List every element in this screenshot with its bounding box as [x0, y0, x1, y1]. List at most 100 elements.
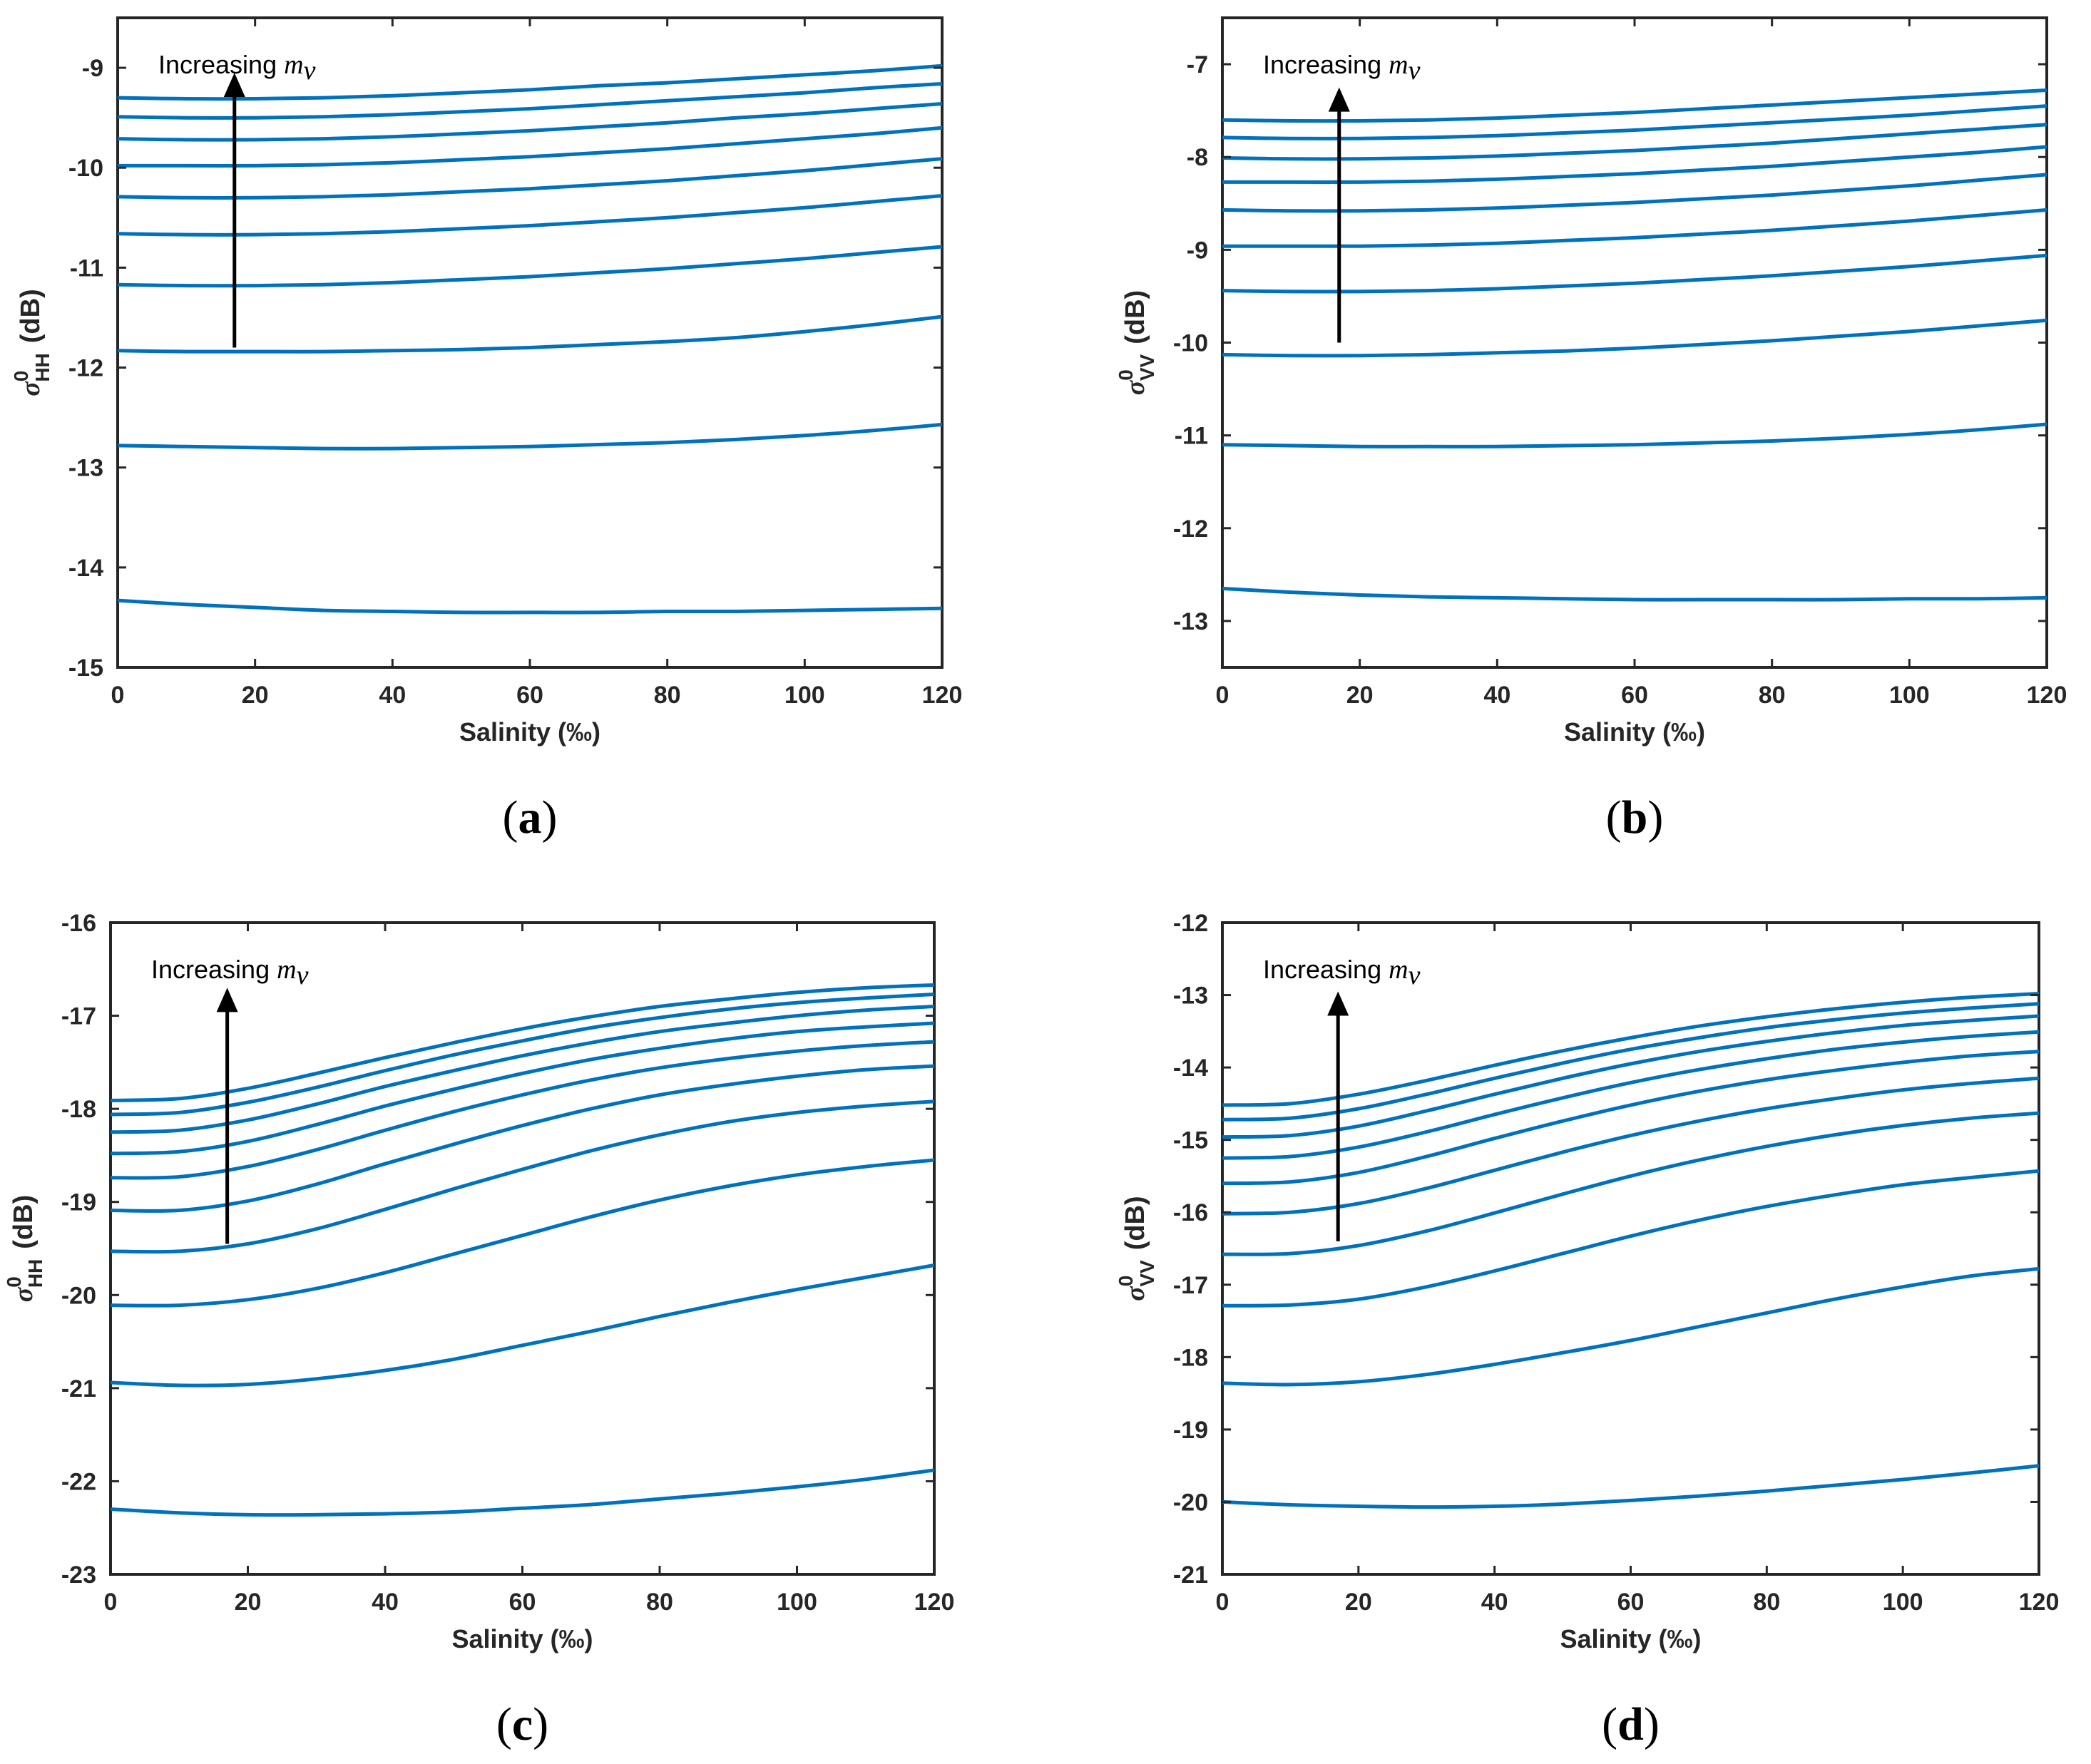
x-tick-label-b-20: 20	[1346, 682, 1374, 709]
y-tick-label-c--18: -18	[61, 1096, 96, 1123]
y-tick-label-c--17: -17	[61, 1003, 96, 1030]
series-line-a-3	[118, 314, 942, 354]
increasing-arrow-head-a	[223, 73, 245, 98]
series-line-c-4	[111, 1099, 934, 1254]
increasing-annotation-b: Increasing mv	[1263, 50, 1421, 86]
y-tick-label-d--18: -18	[1173, 1344, 1208, 1371]
y-tick-label-b--7: -7	[1187, 51, 1208, 78]
y-axis-label-sub-c: HH	[24, 1259, 46, 1288]
series-line-c-10	[111, 983, 934, 1102]
panel-label-open-a: (	[503, 791, 518, 843]
series-line-b-8	[1222, 123, 2047, 161]
series-line-b-3	[1222, 318, 2047, 358]
y-axis-label-unit-d: (dB)	[1120, 1196, 1150, 1250]
y-axis-label-c: σ0HH (dB)	[3, 1195, 46, 1302]
y-axis-label-b: σ0VV (dB)	[1115, 290, 1158, 395]
x-tick-label-d-120: 120	[2019, 1589, 2060, 1616]
series-group-a	[118, 63, 942, 615]
x-tick-label-a-40: 40	[379, 682, 406, 709]
series-line-a-5	[118, 194, 942, 237]
y-tick-label-a--12: -12	[68, 355, 103, 382]
increasing-annotation-c: Increasing mv	[151, 955, 309, 990]
annotation-word-d: Increasing	[1263, 955, 1389, 984]
annotation-var-sub-a: v	[304, 56, 316, 86]
series-line-d-10	[1222, 992, 2039, 1107]
y-tick-label-a--9: -9	[82, 55, 103, 82]
axes-frame-a	[116, 16, 944, 669]
x-tick-label-b-80: 80	[1759, 682, 1786, 709]
x-tick-label-d-60: 60	[1617, 1589, 1645, 1616]
panel-label-close-d: )	[1644, 1698, 1660, 1750]
y-axis-label-a: σ0HH (dB)	[10, 289, 53, 396]
y-axis-label-unit-a: (dB)	[16, 289, 46, 343]
panel-label-letter-d: d	[1617, 1698, 1644, 1750]
y-tick-label-c--20: -20	[61, 1282, 96, 1309]
panel-label-open-b: (	[1606, 791, 1622, 843]
series-line-d-5	[1222, 1076, 2039, 1216]
y-axis-label-unit-b: (dB)	[1120, 290, 1150, 344]
y-tick-label-d--13: -13	[1173, 983, 1208, 1010]
x-tick-label-b-40: 40	[1483, 682, 1510, 709]
annotation-word-b: Increasing	[1263, 50, 1389, 79]
x-tick-label-c-60: 60	[509, 1589, 536, 1616]
panel-a: 0 20 40 60 80 100 120 -15 -14 -13 -12 -11 -10 -9 Salin…	[10, 16, 963, 843]
panel-label-open-c: (	[496, 1698, 512, 1750]
y-tick-label-b--9: -9	[1187, 237, 1208, 264]
y-axis-label-sup-b: 0	[1115, 369, 1137, 381]
series-line-d-3	[1222, 1169, 2039, 1308]
series-line-a-2	[118, 422, 942, 451]
x-tick-label-a-20: 20	[242, 682, 269, 709]
x-tick-label-c-0: 0	[104, 1589, 118, 1616]
y-axis-label-sigma-c: σ	[9, 1286, 39, 1302]
series-line-a-4	[118, 245, 942, 288]
series-line-c-5	[111, 1064, 934, 1213]
y-tick-label-b--12: -12	[1173, 516, 1208, 543]
series-line-c-1	[111, 1468, 934, 1517]
panel-label-close-a: )	[542, 791, 558, 843]
panel-b: 0 20 40 60 80 100 120 -13 -12 -11 -10 -9 -8 -7 Salinit…	[1115, 16, 2067, 843]
series-line-b-10	[1222, 88, 2047, 123]
x-tick-label-d-20: 20	[1345, 1589, 1372, 1616]
series-line-d-7	[1222, 1030, 2039, 1160]
y-tick-label-c--19: -19	[61, 1189, 96, 1216]
series-line-c-3	[111, 1158, 934, 1308]
series-group-d	[1222, 992, 2039, 1509]
panel-label-letter-a: a	[518, 791, 542, 843]
y-axis-label-unit-c: (dB)	[9, 1195, 39, 1249]
series-line-b-4	[1222, 253, 2047, 294]
x-tick-label-b-120: 120	[2027, 682, 2067, 709]
axes-frame-b	[1221, 16, 2048, 669]
series-line-d-1	[1222, 1464, 2039, 1509]
panel-label-close-c: )	[533, 1698, 548, 1750]
x-tick-label-c-120: 120	[914, 1589, 955, 1616]
x-tick-label-a-60: 60	[516, 682, 543, 709]
series-line-a-8	[118, 102, 942, 142]
annotation-var-sub-c: v	[297, 960, 309, 990]
annotation-word-a: Increasing	[158, 50, 284, 79]
y-tick-label-c--22: -22	[61, 1468, 96, 1495]
series-group-b	[1222, 88, 2047, 602]
x-axis-label-d: Salinity (‰)	[1560, 1624, 1701, 1653]
increasing-arrow-head-c	[216, 988, 238, 1012]
series-line-a-6	[118, 157, 942, 200]
panel-label-close-b: )	[1647, 791, 1663, 843]
x-tick-label-c-20: 20	[235, 1589, 262, 1616]
y-tick-label-d--14: -14	[1173, 1055, 1208, 1082]
y-axis-label-sup-c: 0	[3, 1276, 25, 1288]
series-line-c-2	[111, 1263, 934, 1388]
x-tick-label-b-100: 100	[1889, 682, 1930, 709]
increasing-annotation-a: Increasing mv	[158, 50, 316, 86]
series-line-a-10	[118, 63, 942, 101]
panel-label-b: (b)	[1606, 791, 1664, 843]
y-tick-label-d--12: -12	[1173, 910, 1208, 937]
x-tick-label-a-100: 100	[784, 682, 825, 709]
y-axis-label-sup-d: 0	[1115, 1276, 1137, 1287]
x-tick-label-b-0: 0	[1216, 682, 1229, 709]
x-tick-label-a-120: 120	[922, 682, 963, 709]
y-tick-label-d--19: -19	[1173, 1417, 1208, 1444]
x-tick-label-b-60: 60	[1621, 682, 1648, 709]
x-tick-label-d-0: 0	[1216, 1589, 1229, 1616]
x-tick-label-a-0: 0	[111, 682, 125, 709]
annotation-var-b: m	[1389, 50, 1408, 80]
